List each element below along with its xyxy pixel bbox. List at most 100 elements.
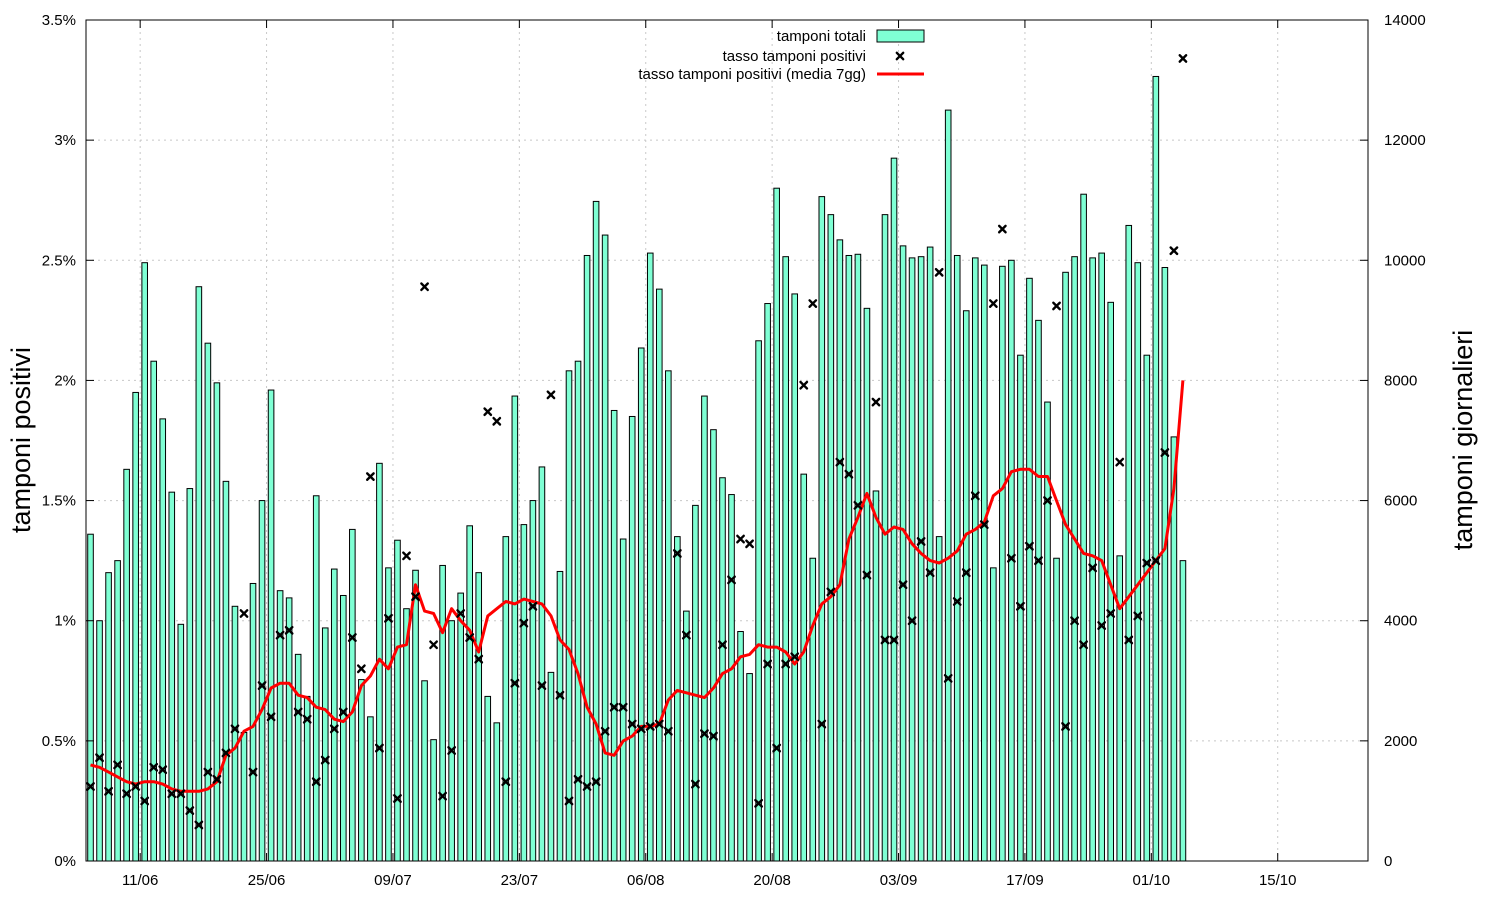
bar-tamponi-totali — [168, 491, 176, 862]
bar-tamponi-totali — [285, 597, 293, 862]
legend-label: tamponi totali — [777, 28, 866, 45]
legend: tamponi totali tasso tamponi positivitass… — [638, 28, 925, 83]
bar-tamponi-totali — [1080, 193, 1087, 862]
bar-tamponi-totali — [971, 257, 979, 862]
point-tasso-positivi — [1124, 635, 1134, 645]
point-tasso-positivi — [429, 640, 438, 650]
point-tasso-positivi — [898, 580, 908, 590]
bar-tamponi-totali — [917, 256, 925, 862]
y2-tick-label: 2000 — [1384, 733, 1417, 750]
point-tasso-positivi — [402, 551, 411, 561]
point-tasso-positivi — [790, 652, 800, 662]
bar-tamponi-totali — [836, 239, 844, 862]
point-tasso-positivi — [411, 592, 420, 602]
point-tasso-positivi — [438, 791, 448, 801]
legend-swatch-marker — [895, 51, 905, 61]
bar-tamponi-totali — [1098, 252, 1105, 862]
bar-tamponi-totali — [872, 490, 880, 862]
point-tasso-positivi — [302, 714, 312, 724]
x-tick-label: 15/10 — [1259, 872, 1297, 889]
bar-tamponi-totali — [665, 370, 672, 862]
bar-tamponi-totali — [881, 214, 889, 862]
bar-tamponi-totali — [312, 495, 320, 862]
bar-tamponi-totali — [655, 288, 663, 862]
bar-tamponi-totali — [448, 620, 455, 862]
point-tasso-positivi — [591, 777, 601, 787]
point-tasso-positivi — [961, 568, 971, 578]
bar-tamponi-totali — [475, 572, 483, 862]
bar-tamponi-totali — [276, 590, 284, 862]
point-tasso-positivi — [122, 789, 132, 799]
bar-tamponi-totali — [935, 536, 943, 862]
bar-tamponi-totali — [222, 480, 230, 862]
point-tasso-positivi — [420, 282, 429, 292]
bar-tamponi-totali — [999, 265, 1006, 862]
line-media-7gg — [90, 380, 1185, 793]
y-tick-label: 2% — [54, 372, 76, 389]
bar-tamponi-totali — [87, 533, 94, 862]
point-tasso-positivi — [104, 786, 113, 796]
bar-tamponi-totali — [646, 252, 654, 862]
point-tasso-positivi — [338, 707, 348, 717]
point-tasso-positivi — [275, 630, 285, 640]
point-tasso-positivi — [1016, 601, 1025, 611]
point-tasso-positivi — [871, 397, 881, 407]
bar-tamponi-totali — [899, 245, 907, 862]
point-tasso-positivi — [979, 520, 989, 529]
bar-tamponi-totali — [258, 500, 266, 862]
point-tasso-positivi — [519, 618, 529, 628]
point-tasso-positivi — [718, 640, 727, 650]
x-tick-label: 01/10 — [1133, 872, 1171, 889]
point-tasso-positivi — [681, 630, 691, 640]
point-tasso-positivi — [862, 570, 872, 580]
bar-tamponi-totali — [692, 504, 699, 862]
point-tasso-positivi — [483, 407, 493, 417]
bar-tamponi-totali — [367, 716, 374, 862]
bar-tamponi-totali — [394, 539, 401, 862]
point-tasso-positivi — [925, 568, 935, 578]
bar-tamponi-totali — [1134, 262, 1142, 862]
point-tasso-positivi — [365, 472, 375, 481]
bar-tamponi-totali — [701, 395, 708, 862]
point-tasso-positivi — [700, 729, 709, 739]
point-tasso-positivi — [582, 782, 592, 791]
point-tasso-positivi — [609, 702, 619, 712]
point-tasso-positivi — [266, 712, 276, 722]
point-tasso-positivi — [347, 633, 357, 642]
bar-tamponi-totali — [1143, 354, 1151, 862]
bar-tamponi-totali — [908, 257, 916, 862]
bar-tamponi-totali — [502, 536, 510, 862]
point-tasso-positivi — [781, 659, 791, 669]
bar-tamponi-totali — [385, 567, 392, 862]
point-tasso-positivi — [212, 774, 222, 784]
bar-tamponi-totali — [737, 631, 744, 862]
bar-tamponi-totali — [349, 528, 356, 862]
point-tasso-positivi — [988, 299, 998, 308]
point-tasso-positivi — [239, 609, 249, 618]
point-tasso-positivi — [835, 457, 845, 467]
bar-tamponi-totali — [547, 671, 555, 862]
point-tasso-positivi — [113, 760, 122, 770]
bar-tamponi-totali — [177, 623, 185, 862]
point-tasso-positivi — [1097, 621, 1107, 630]
point-tasso-positivi — [555, 690, 565, 700]
point-tasso-positivi — [248, 767, 258, 777]
bar-tamponi-totali — [1161, 266, 1169, 862]
point-tasso-positivi — [230, 724, 240, 734]
point-tasso-positivi — [799, 380, 809, 390]
y2-tick-label: 0 — [1384, 853, 1392, 870]
bar-tamponi-totali — [213, 382, 221, 862]
y-tick-label: 0% — [54, 853, 76, 870]
bar-tamponi-totali — [854, 253, 862, 862]
bar-tamponi-totali — [800, 473, 808, 862]
bar-tamponi-totali — [493, 722, 501, 862]
point-tasso-positivi — [1052, 301, 1061, 311]
y2-tick-label: 6000 — [1384, 493, 1417, 510]
point-tasso-positivi — [257, 681, 267, 690]
point-tasso-positivi — [997, 224, 1007, 234]
bar-tamponi-totali — [412, 569, 419, 862]
line-series-media-7gg — [90, 380, 1185, 793]
point-tasso-positivi — [221, 748, 231, 758]
point-tasso-positivi — [293, 707, 303, 717]
